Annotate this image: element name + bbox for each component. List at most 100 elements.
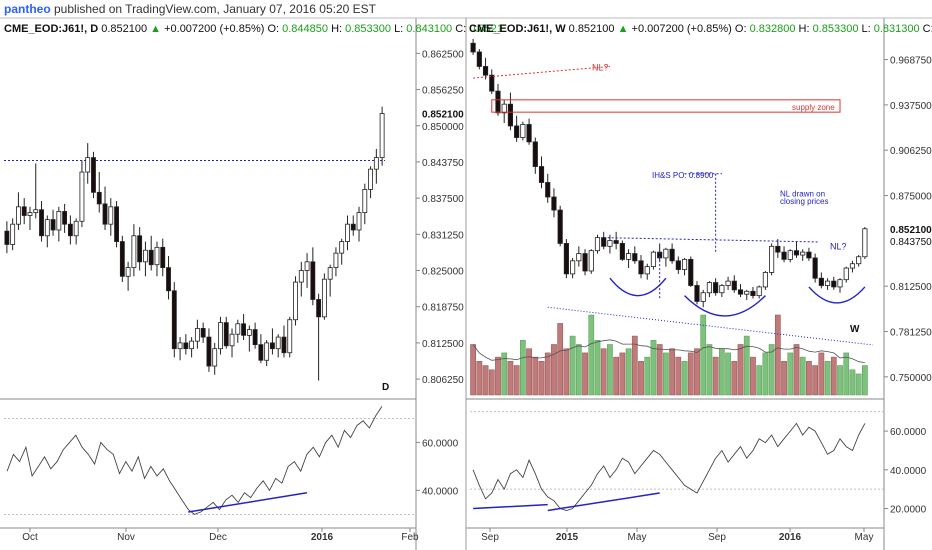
candle-body	[744, 290, 750, 295]
candle-body	[356, 212, 362, 231]
volume-bar	[837, 365, 843, 396]
daily-panel[interactable]: CME_EOD:J61!, D 0.852100 ▲ +0.007200 (+0…	[0, 18, 503, 550]
volume-bar	[706, 344, 713, 396]
volume-bar	[700, 314, 707, 396]
legend-c-label: C:	[455, 23, 469, 35]
candle-body	[171, 290, 177, 350]
volume-trendline	[547, 306, 873, 346]
price-tick-label: 0.831250	[422, 230, 464, 241]
weekly-panel[interactable]: CME_EOD:J61!, W 0.852100 ▲ +0.007200 (+0…	[466, 18, 932, 550]
candle-body	[91, 157, 96, 193]
oscillator-tick-label: 20.0000	[890, 505, 927, 516]
oscillator-tick-label: 40.0000	[422, 486, 459, 497]
candle-body	[148, 249, 154, 266]
volume-bar	[663, 352, 669, 396]
volume-bar	[656, 344, 663, 396]
candle-body	[79, 171, 85, 222]
price-line-label: 0.843750	[890, 237, 932, 248]
supply-zone-box	[491, 99, 841, 113]
legend-change: +0.007200 (+0.85%)	[632, 23, 735, 35]
legend-o-label: O:	[735, 23, 750, 35]
volume-bar	[774, 314, 781, 396]
candle-body	[102, 203, 108, 225]
volume-bar	[793, 344, 800, 396]
candle-body	[10, 223, 16, 245]
candle-body	[264, 342, 270, 361]
oscillator-line	[472, 422, 866, 511]
volume-bar	[669, 348, 675, 396]
candle-body	[482, 66, 489, 76]
candle-body	[576, 253, 582, 262]
price-tick-label: 0.818750	[422, 303, 464, 314]
candle-body	[114, 206, 119, 242]
candle-body	[218, 322, 223, 350]
volume-bar	[488, 369, 495, 396]
author-name[interactable]: pantheo	[4, 2, 51, 16]
candle-body	[339, 241, 345, 254]
candle-body	[526, 124, 532, 143]
time-tick-label: May	[628, 532, 647, 543]
volume-bar	[638, 361, 644, 396]
candle-body	[108, 206, 114, 225]
legend-h-label: H:	[331, 23, 345, 35]
price-tick-label: 0.806250	[422, 375, 464, 386]
candle-body	[545, 182, 551, 198]
volume-bar	[849, 369, 856, 396]
head-arc	[684, 295, 766, 317]
candle-body	[843, 267, 849, 281]
candle-body	[27, 212, 33, 216]
volume-bar	[756, 365, 763, 396]
price-tick-label: 0.812500	[890, 282, 932, 293]
candle-body	[806, 251, 812, 259]
oscillator-line	[6, 406, 383, 515]
candle-body	[206, 336, 212, 367]
legend-price: 0.852100	[101, 23, 150, 35]
legend-l: 0.831300	[874, 23, 923, 35]
neckline-top-label: NL?	[592, 62, 609, 72]
price-tick-label: 0.875000	[890, 192, 932, 203]
candle-body	[706, 282, 712, 294]
candle-body	[293, 281, 298, 321]
candle-body	[56, 211, 62, 231]
volume-bar	[843, 352, 850, 396]
price-tick-label: 0.843750	[422, 158, 464, 169]
volume-bar	[631, 335, 638, 396]
candle-body	[719, 285, 725, 294]
price-tick-label: 0.781250	[890, 328, 932, 339]
candle-body	[189, 340, 195, 350]
volume-bar	[470, 344, 476, 396]
volume-bar	[544, 352, 551, 396]
candle-body	[800, 251, 806, 256]
volume-bar	[588, 314, 595, 396]
time-tick-label: Oct	[22, 532, 38, 543]
legend-h-label: H:	[799, 23, 813, 35]
left-shoulder-arc	[609, 277, 667, 297]
time-tick-label: Nov	[117, 532, 135, 543]
candle-body	[582, 253, 588, 272]
legend-o: 0.844850	[282, 23, 331, 35]
volume-bar	[569, 335, 576, 396]
time-tick-label: 2015	[556, 532, 579, 543]
candle-body	[321, 278, 327, 318]
candle-body	[694, 285, 700, 302]
candle-body	[495, 90, 501, 114]
candle-body	[33, 209, 39, 214]
candle-body	[663, 248, 669, 259]
volume-ma-line	[472, 339, 865, 363]
price-tick-label: 0.812500	[422, 339, 464, 350]
volume-bar	[501, 352, 508, 396]
legend-h: 0.853300	[813, 23, 862, 35]
candle-body	[287, 319, 293, 354]
candle-body	[194, 328, 200, 342]
volume-bar	[532, 356, 539, 396]
candle-body	[379, 113, 385, 158]
legend-l: 0.843100	[406, 23, 455, 35]
legend: CME_EOD:J61!, D 0.852100 ▲ +0.007200 (+0…	[4, 23, 503, 35]
header: pantheo published on TradingView.com, Ja…	[0, 0, 932, 18]
volume-bar	[575, 344, 582, 396]
volume-bar	[526, 348, 532, 396]
volume-bar	[737, 344, 744, 396]
volume-bar	[768, 344, 775, 396]
candle-body	[143, 249, 148, 263]
